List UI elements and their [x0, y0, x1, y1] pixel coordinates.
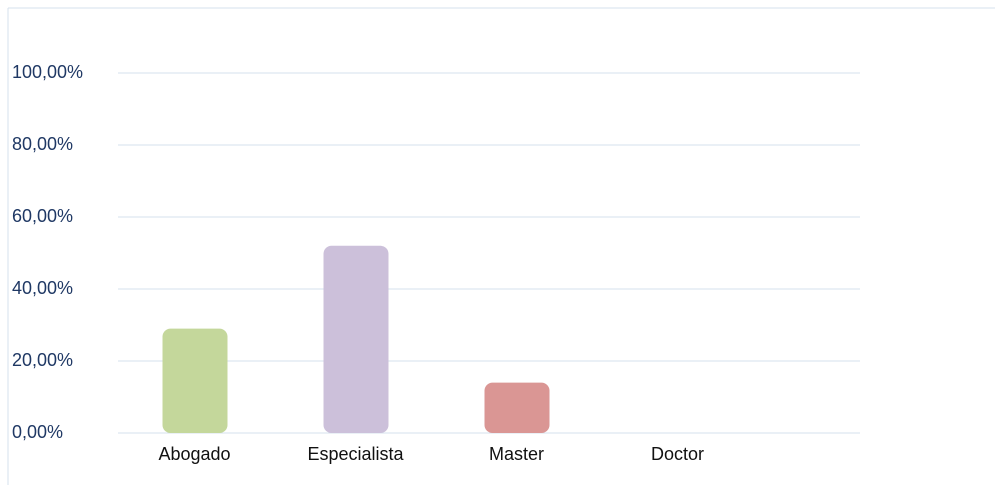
x-tick-label: Doctor — [651, 444, 704, 464]
y-tick-label: 20,00% — [12, 350, 73, 370]
x-tick-label: Especialista — [307, 444, 404, 464]
x-tick-label: Master — [489, 444, 544, 464]
y-tick-label: 100,00% — [12, 62, 83, 82]
y-tick-label: 60,00% — [12, 206, 73, 226]
bar — [162, 328, 228, 433]
bar — [484, 382, 550, 433]
y-tick-label: 40,00% — [12, 278, 73, 298]
y-tick-label: 0,00% — [12, 422, 63, 442]
x-tick-label: Abogado — [158, 444, 230, 464]
bar — [323, 245, 389, 433]
y-tick-label: 80,00% — [12, 134, 73, 154]
